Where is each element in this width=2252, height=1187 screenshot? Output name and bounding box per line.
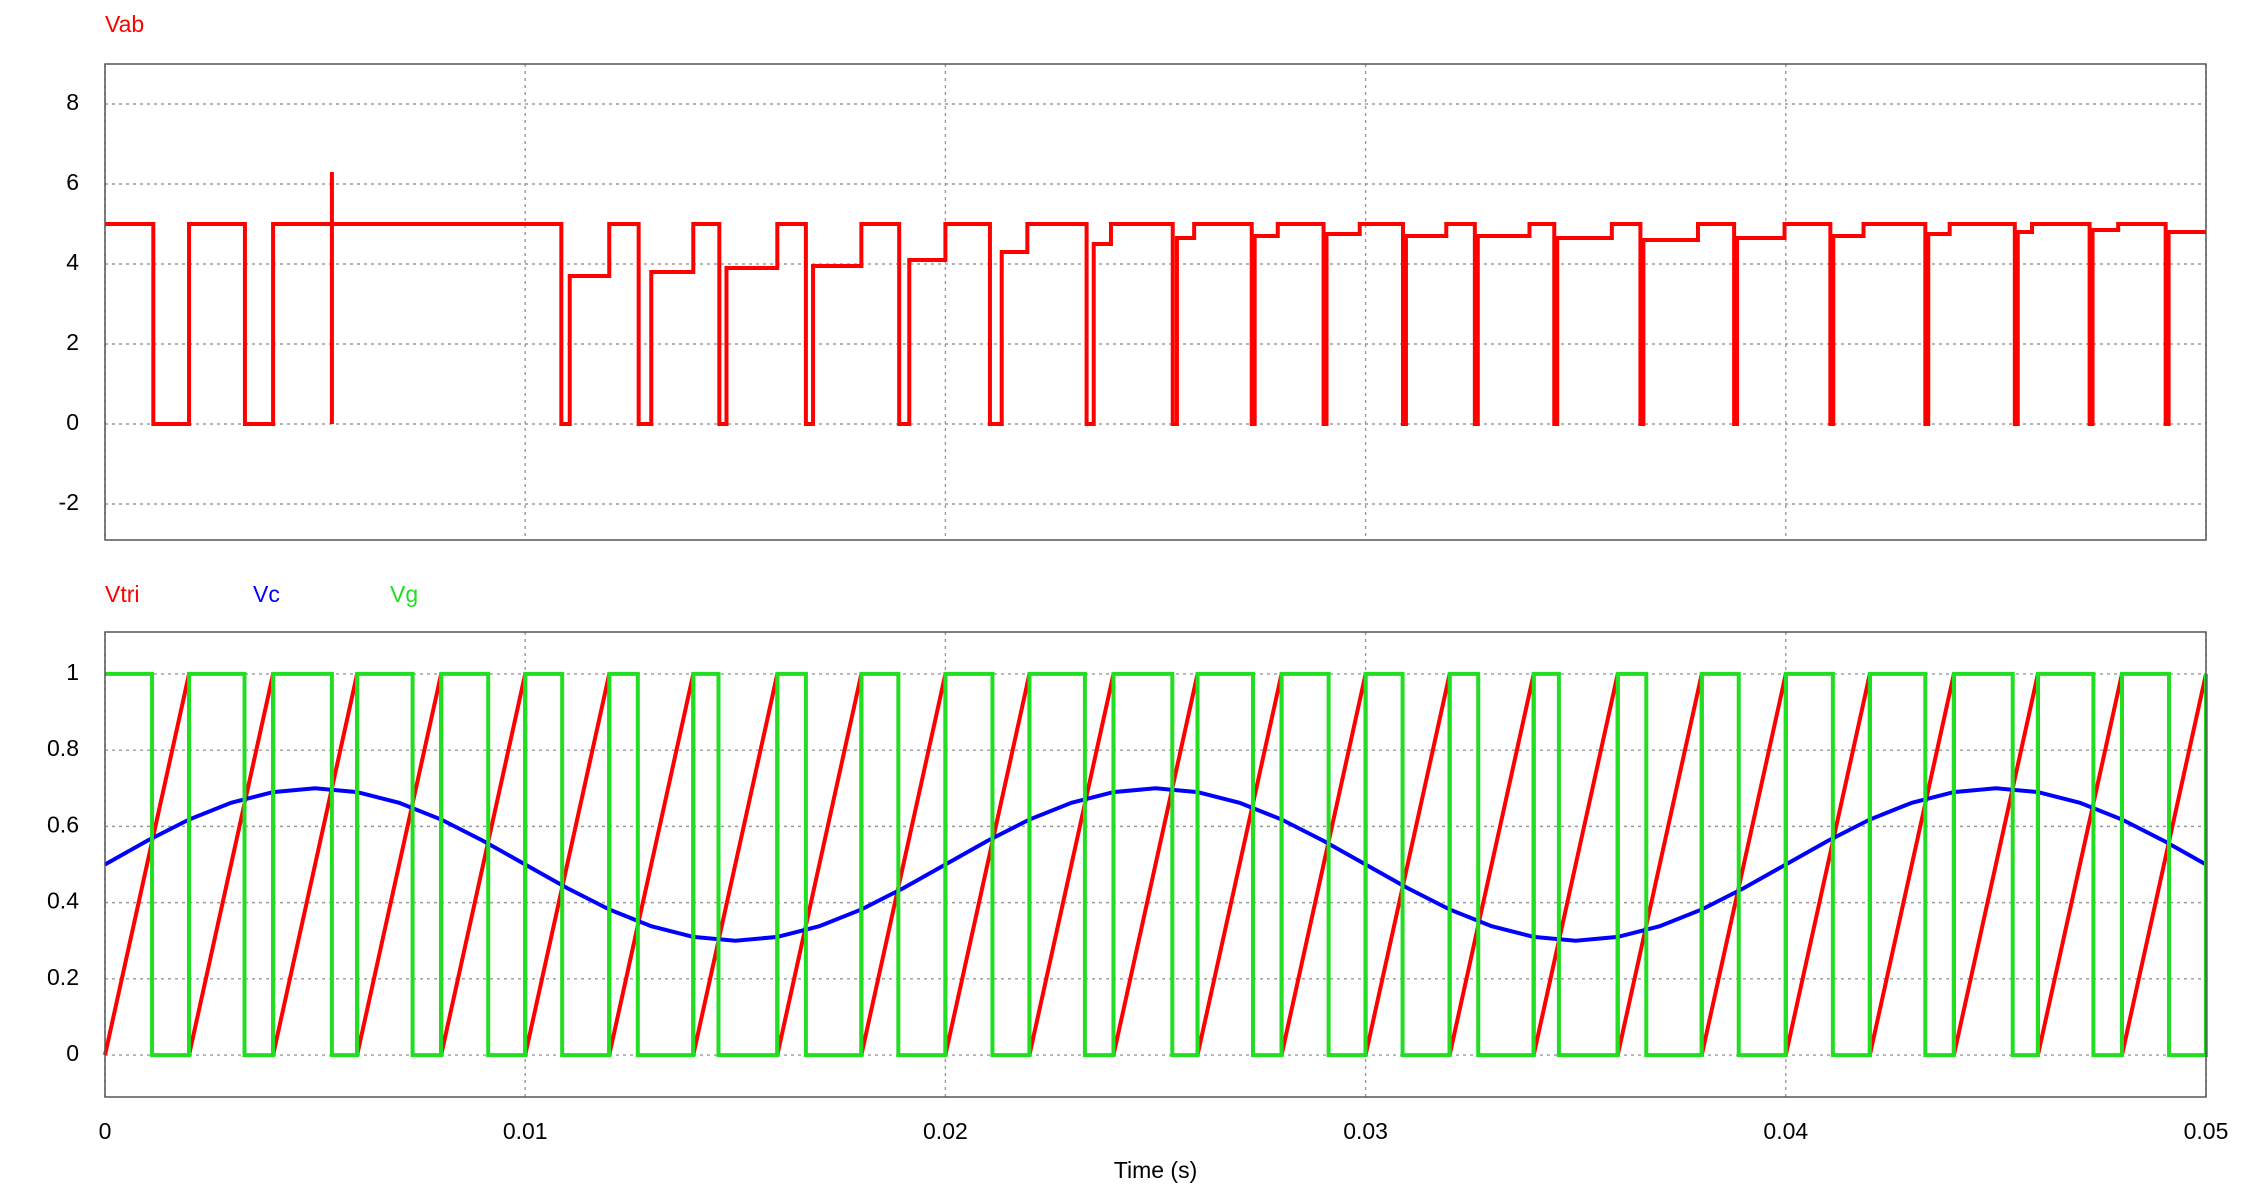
legend-entry: Vab (105, 11, 144, 37)
y-tick-label: 0 (66, 409, 79, 435)
series-line (105, 172, 2206, 426)
y-tick-label: 4 (66, 249, 79, 275)
y-tick-label: -2 (59, 489, 79, 515)
y-tick-label: 0.2 (47, 964, 79, 990)
x-tick-label: 0.04 (1763, 1118, 1808, 1144)
legend-entry: Vc (253, 581, 280, 607)
x-tick-label: 0 (99, 1118, 112, 1144)
y-tick-label: 2 (66, 329, 79, 355)
x-tick-label: 0.01 (503, 1118, 548, 1144)
series-line (104, 786, 2207, 943)
legend-entry: Vg (390, 581, 418, 607)
y-tick-label: 8 (66, 89, 79, 115)
plot-area (105, 64, 2206, 540)
series-line (103, 673, 2208, 1056)
y-tick-label: 0 (66, 1040, 79, 1066)
plot-frame (104, 631, 2207, 1098)
plot-frame (104, 63, 2207, 541)
x-tick-label: 0.02 (923, 1118, 968, 1144)
y-tick-label: 0.6 (47, 811, 79, 837)
x-tick-label: 0.03 (1343, 1118, 1388, 1144)
y-tick-label: 1 (66, 659, 79, 685)
y-tick-label: 0.8 (47, 735, 79, 761)
series-line (105, 671, 2208, 1058)
x-tick-label: 0.05 (2184, 1118, 2229, 1144)
x-axis-label: Time (s) (1114, 1157, 1197, 1183)
y-tick-label: 6 (66, 169, 79, 195)
legend-entry: Vtri (105, 581, 140, 607)
y-tick-label: 0.4 (47, 888, 79, 914)
